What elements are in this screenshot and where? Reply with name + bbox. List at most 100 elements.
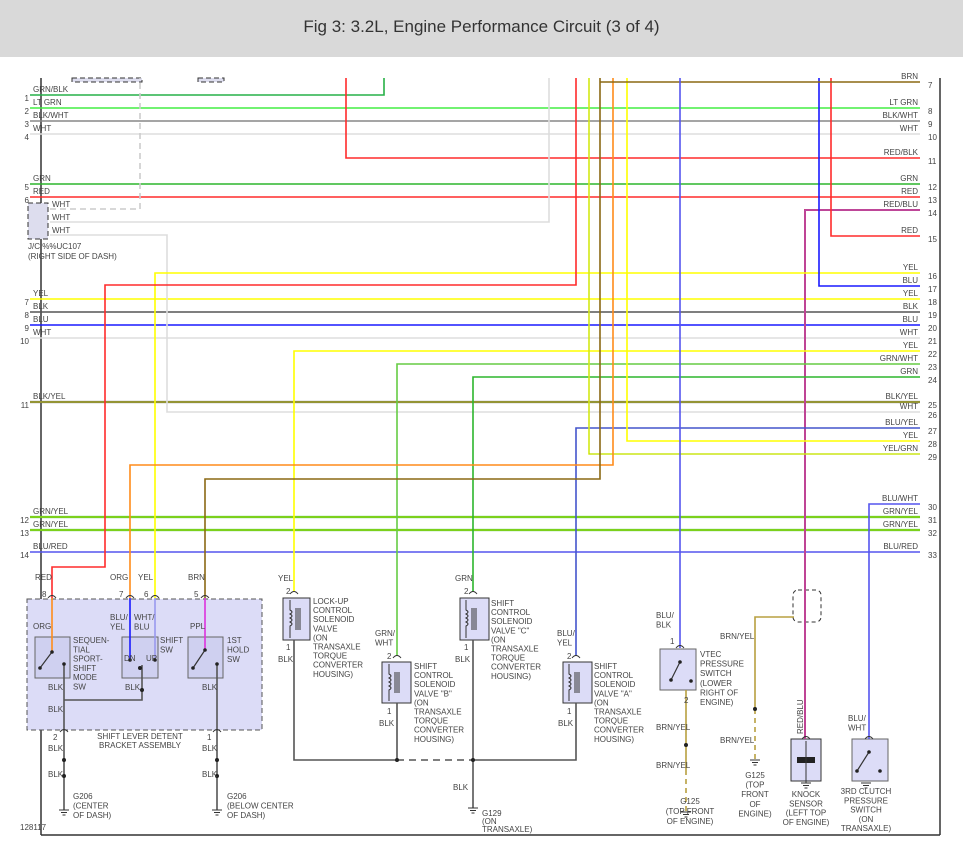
ground-g206-below-label: OF DASH): [227, 811, 266, 820]
valve-c-label: CONTROL: [491, 608, 531, 617]
blk-wire-label: BLK: [278, 655, 294, 664]
lockup-solenoid-label: TORQUE: [313, 652, 347, 661]
first-hold-switch-label: SW: [227, 655, 240, 664]
ground-icon: [468, 807, 478, 814]
right-pin-number: 26: [928, 411, 937, 420]
left-pin-wire-label: WHT: [33, 124, 51, 133]
connector-pin-icon: [200, 595, 210, 599]
right-pin-number: 24: [928, 376, 937, 385]
lockup-solenoid-label: HOUSING): [313, 670, 353, 679]
bracket-pin-number: 7: [119, 590, 124, 599]
vtec-switch-label: ENGINE): [700, 698, 734, 707]
valve-a-label: TRANSAXLE: [594, 708, 642, 717]
left-pin-wire-label: BLU: [33, 315, 49, 324]
right-pin-wire-label: BRN: [901, 72, 918, 81]
switch-terminal: [215, 662, 219, 666]
valve-a-label: CONVERTER: [594, 726, 644, 735]
first-hold-switch-label: 1ST: [227, 636, 242, 645]
jc-wire-label: WHT: [52, 226, 70, 235]
right-pin-number: 28: [928, 440, 937, 449]
valve-b-label: TRANSAXLE: [414, 708, 462, 717]
right-pin-number: 10: [928, 133, 937, 142]
wire-jc-wht-3: [50, 234, 920, 413]
ground-g125-vtec-label: OF ENGINE): [667, 817, 714, 826]
vtec-switch-label: (LOWER: [700, 679, 732, 688]
right-pin-wire-label: RED/BLK: [884, 148, 919, 157]
connector-pin-icon: [571, 655, 581, 659]
bracket-pin-number: 2: [53, 733, 58, 742]
right-pin-number: 33: [928, 551, 937, 560]
wire-grn-wht: [396, 363, 920, 656]
ground-g129-label: TRANSAXLE): [482, 825, 533, 834]
ground-icon: [681, 811, 691, 818]
knock-sensor-label: (LEFT TOP: [786, 809, 826, 818]
ground-g206-center-label: G206: [73, 792, 93, 801]
blk-wire-label: BLK: [48, 705, 64, 714]
valve-b-label: SHIFT: [414, 662, 437, 671]
splice-dot: [62, 774, 66, 778]
vtec-wire-label: BLK: [656, 621, 672, 630]
left-pin-wire-label: GRN/YEL: [33, 507, 69, 516]
valve-c-wire-label: GRN: [455, 574, 473, 583]
diagram-id: 128117: [20, 823, 47, 832]
splice-dot: [62, 758, 66, 762]
valve-c-label: (ON: [491, 635, 506, 644]
right-pin-wire-label: BLU/RED: [883, 542, 918, 551]
sport-shift-mode-switch-label: TIAL: [73, 645, 90, 654]
third-clutch-switch-label: (ON: [859, 815, 874, 824]
pin-number: 2: [286, 587, 291, 596]
left-pin-number: 11: [21, 401, 30, 410]
right-pin-wire-label: WHT: [900, 402, 918, 411]
third-clutch-pressure-switch: [851, 738, 889, 782]
right-pin-wire-label: GRN/YEL: [883, 507, 919, 516]
pin-number: 2: [387, 652, 392, 661]
right-pin-wire-label: YEL/GRN: [883, 444, 918, 453]
left-pin-number: 13: [20, 529, 29, 538]
right-pin-wire-label: BLU/WHT: [882, 494, 918, 503]
left-pin-wire-label: GRN/YEL: [33, 520, 69, 529]
right-pin-number: 23: [928, 363, 937, 372]
right-pin-number: 8: [928, 107, 933, 116]
valve-c-label: CONVERTER: [491, 663, 541, 672]
bracket-wire-label: WHT/: [134, 613, 155, 622]
left-pin-wire-label: GRN/BLK: [33, 85, 69, 94]
knock-sensor-label: OF ENGINE): [783, 818, 830, 827]
ground-g125-knock-label: FRONT: [741, 790, 769, 799]
wire-ground-lockup: [293, 640, 397, 761]
ground-g125-knock-label: OF: [749, 800, 760, 809]
left-pin-wire-label: LT GRN: [33, 98, 62, 107]
bracket-wire-label: ORG: [33, 622, 51, 631]
shift-switch-label: SHIFT: [160, 636, 183, 645]
blk-wire-label: BLK: [48, 770, 64, 779]
ground-icon: [59, 809, 69, 816]
splice-dot: [140, 688, 144, 692]
wire-red-shift: [51, 78, 577, 598]
right-pin-number: 18: [928, 298, 937, 307]
solenoid-coil-icon: [567, 664, 580, 701]
connector-pin-icon: [864, 736, 874, 740]
right-pin-wire-label: YEL: [903, 431, 919, 440]
valve-b-label: CONVERTER: [414, 726, 464, 735]
third-clutch-switch-label: TRANSAXLE): [841, 824, 892, 833]
shield-connector: [792, 589, 822, 623]
lockup-solenoid-label: SOLENOID: [313, 615, 355, 624]
shift-switch: [121, 636, 159, 679]
right-pin-number: 21: [928, 337, 937, 346]
right-pin-wire-label: BLU: [902, 315, 918, 324]
ground-g206-center-label: OF DASH): [73, 811, 112, 820]
wires: [30, 78, 920, 812]
pin-number: 1: [670, 637, 675, 646]
jc-name: (RIGHT SIDE OF DASH): [28, 252, 117, 261]
connector-pin-icon: [47, 595, 57, 599]
blk-wire-label: BLK: [202, 683, 218, 692]
ground-g125-vtec-label: (TOP FRONT: [666, 807, 715, 816]
wire-knock-brn-yel: [754, 616, 794, 709]
wire-red-blu-stripe: [804, 209, 920, 739]
blk-wire-label: BLK: [48, 683, 64, 692]
knock-ground-wire-label: BRN/YEL: [720, 632, 755, 641]
left-pin-number: 6: [25, 196, 30, 205]
splice-dot: [471, 758, 475, 762]
switch-contact-icon: [669, 660, 682, 682]
right-pin-wire-label: WHT: [900, 124, 918, 133]
